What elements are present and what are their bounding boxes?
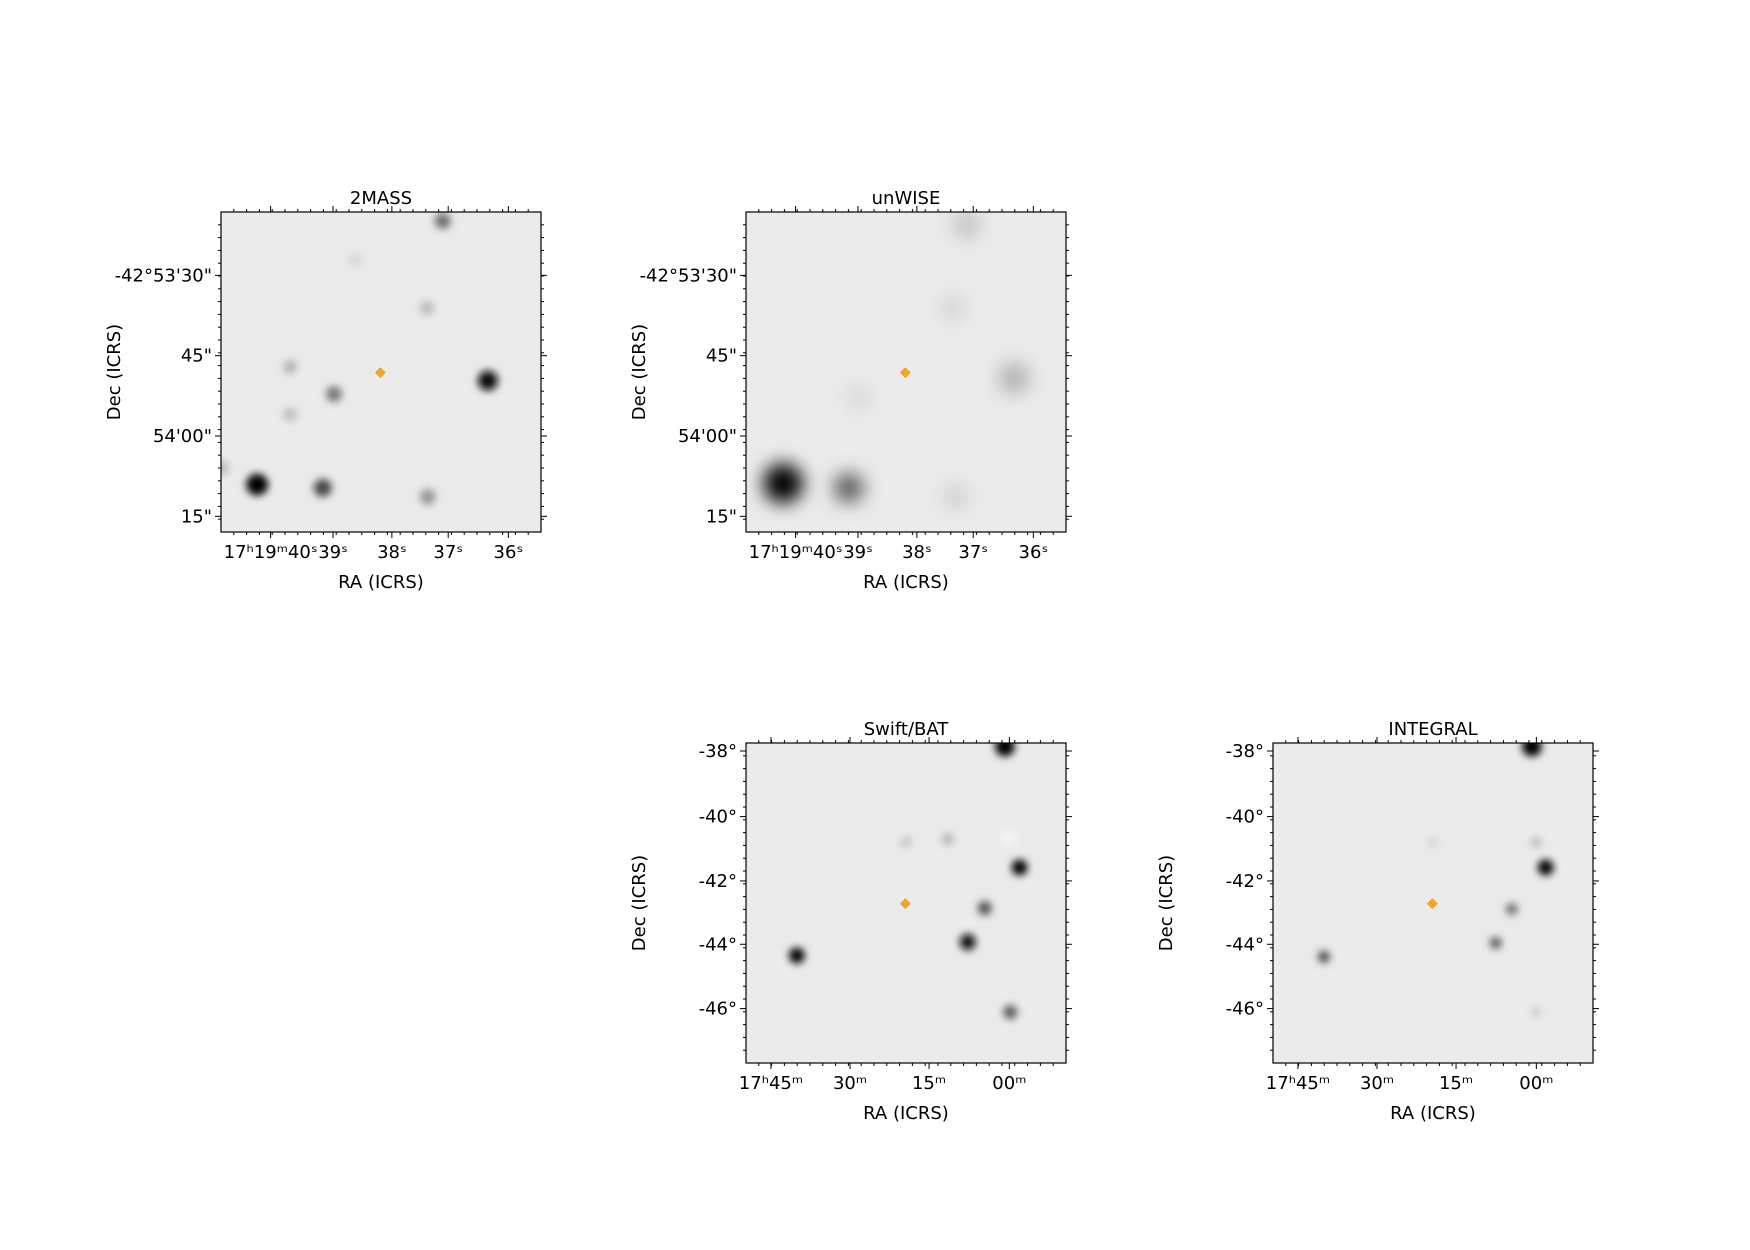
y-axis-label: Dec (ICRS)	[104, 324, 125, 420]
x-tick-label: 38ˢ	[377, 542, 407, 563]
panel-title: unWISE	[872, 188, 941, 209]
source	[283, 407, 298, 422]
source	[1001, 832, 1016, 846]
source	[325, 386, 342, 403]
x-tick-label: 30ᵐ	[1360, 1073, 1394, 1094]
source	[477, 370, 498, 391]
axes-frame	[1272, 742, 1594, 1064]
source	[833, 472, 864, 503]
source	[348, 253, 363, 267]
axes-frame	[220, 211, 542, 533]
panel-title: Swift/BAT	[864, 719, 950, 740]
y-tick-label: 15"	[181, 506, 212, 527]
source	[246, 473, 269, 496]
y-tick-label: -40°	[1226, 807, 1264, 828]
source	[419, 488, 436, 505]
y-tick-label: -42°53'30"	[640, 265, 737, 286]
panel: 17ʰ19ᵐ40ˢ 39ˢ 38ˢ 37ˢ 36ˢ -42°53'30" 45" 54'00"…	[629, 188, 1072, 593]
axes-frame	[745, 211, 1067, 533]
x-tick-label: 17ʰ19ᵐ40ˢ	[224, 542, 318, 563]
source	[1489, 937, 1502, 949]
y-tick-label: -46°	[1226, 999, 1264, 1020]
source	[1317, 950, 1330, 963]
source	[1531, 837, 1542, 848]
x-tick-label: 37ˢ	[433, 542, 463, 563]
source	[283, 359, 298, 374]
x-tick-label: 00ᵐ	[992, 1073, 1026, 1094]
y-tick-label: 15"	[706, 506, 737, 527]
target-marker	[1427, 898, 1438, 909]
target-marker	[900, 898, 911, 909]
y-tick-label: 54'00"	[678, 426, 737, 447]
source	[434, 212, 451, 229]
y-tick-label: -44°	[1226, 934, 1264, 955]
source	[763, 463, 804, 504]
x-axis-label: RA (ICRS)	[1390, 1103, 1476, 1124]
y-axis-label: Dec (ICRS)	[629, 324, 650, 420]
x-axis-label: RA (ICRS)	[338, 572, 424, 593]
source	[221, 460, 229, 476]
x-tick-label: 37ˢ	[958, 542, 988, 563]
y-tick-label: -38°	[1226, 741, 1264, 762]
y-tick-label: -38°	[699, 741, 737, 762]
x-tick-label: 17ʰ45ᵐ	[1266, 1073, 1330, 1094]
target-marker	[375, 367, 386, 378]
panel-title: INTEGRAL	[1388, 719, 1477, 740]
y-tick-label: 45"	[706, 346, 737, 367]
x-tick-label: 36ˢ	[494, 542, 524, 563]
source	[900, 836, 912, 849]
x-tick-label: 39ˢ	[843, 542, 873, 563]
x-axis-label: RA (ICRS)	[863, 1103, 949, 1124]
source	[1505, 903, 1518, 916]
source	[959, 934, 976, 951]
x-tick-label: 17ʰ45ᵐ	[739, 1073, 803, 1094]
panel: 17ʰ45ᵐ 30ᵐ 15ᵐ 00ᵐ -38° -40° -42° -44° -46° Swift…	[629, 719, 1072, 1124]
x-tick-label: 30ᵐ	[833, 1073, 867, 1094]
source	[1521, 743, 1542, 757]
x-tick-label: 15ᵐ	[912, 1073, 946, 1094]
source	[998, 362, 1031, 395]
axes-frame	[745, 742, 1067, 1064]
x-tick-label: 36ˢ	[1019, 542, 1049, 563]
source	[419, 301, 434, 315]
source	[1537, 859, 1554, 876]
source	[313, 478, 332, 497]
source	[846, 385, 870, 410]
source	[940, 296, 965, 320]
x-tick-label: 15ᵐ	[1439, 1073, 1473, 1094]
source	[1011, 859, 1028, 876]
x-tick-label: 38ˢ	[902, 542, 932, 563]
source	[943, 484, 968, 509]
y-tick-label: 45"	[181, 346, 212, 367]
source	[1003, 1005, 1018, 1020]
panel-title: 2MASS	[350, 188, 412, 209]
source	[788, 947, 805, 964]
source	[941, 833, 954, 845]
source	[1428, 837, 1438, 848]
panel: 17ʰ45ᵐ 30ᵐ 15ᵐ 00ᵐ -38° -40° -42° -44° -46° INTEG…	[1156, 719, 1599, 1124]
x-tick-label: 39ˢ	[318, 542, 348, 563]
y-tick-label: -42°	[1226, 871, 1264, 892]
sky-image	[1273, 743, 1593, 1063]
y-tick-label: -40°	[699, 807, 737, 828]
panel: 17ʰ19ᵐ40ˢ 39ˢ 38ˢ 37ˢ 36ˢ -42°53'30" 45" 54'00"…	[104, 188, 547, 593]
source	[1531, 1006, 1542, 1017]
source	[994, 743, 1015, 757]
y-axis-label: Dec (ICRS)	[629, 855, 650, 951]
x-axis-label: RA (ICRS)	[863, 572, 949, 593]
y-tick-label: -42°53'30"	[115, 265, 212, 286]
x-tick-label: 17ʰ19ᵐ40ˢ	[749, 542, 843, 563]
y-tick-label: -46°	[699, 999, 737, 1020]
x-tick-label: 00ᵐ	[1519, 1073, 1553, 1094]
y-tick-label: 54'00"	[153, 426, 212, 447]
y-tick-label: -44°	[699, 934, 737, 955]
source	[977, 901, 992, 916]
target-marker	[900, 367, 911, 378]
source	[952, 212, 981, 239]
y-axis-label: Dec (ICRS)	[1156, 855, 1177, 951]
y-tick-label: -42°	[699, 871, 737, 892]
